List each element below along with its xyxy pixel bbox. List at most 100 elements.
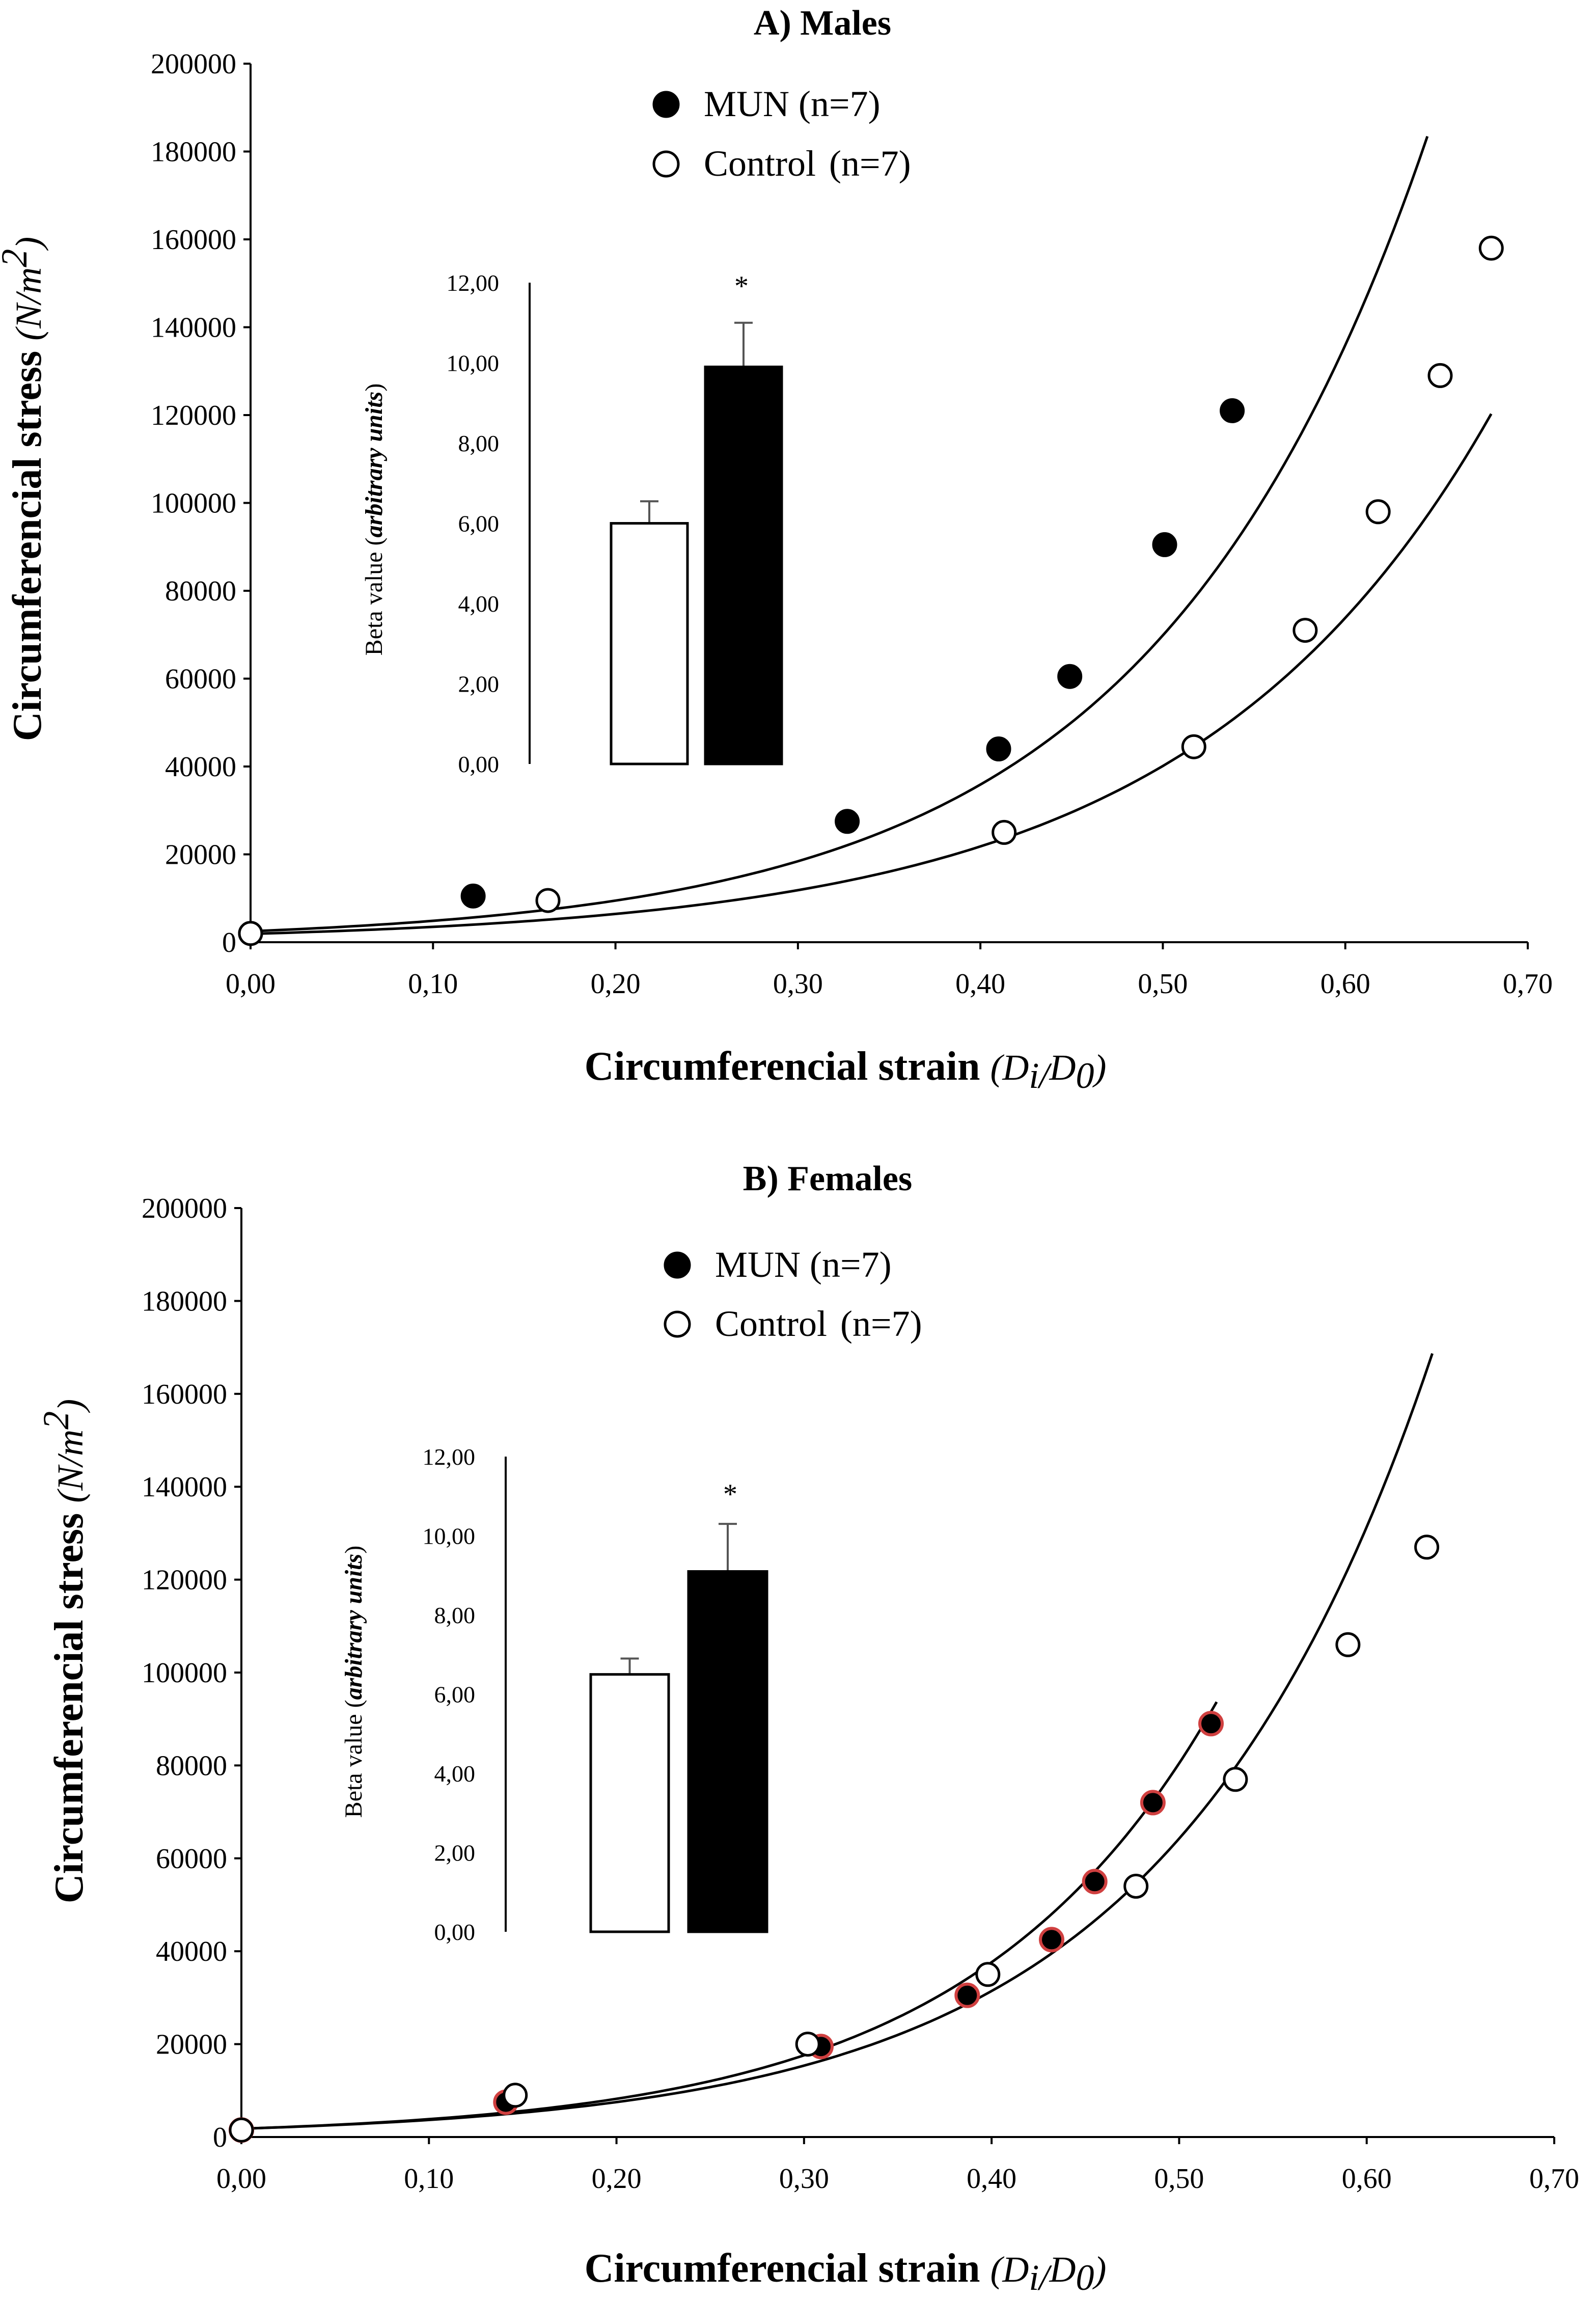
panel-b: B) Females Circumferencial stress (N/m2)…	[36, 1159, 1579, 2298]
panel-b-inset-bars: 0,00 2,00 4,00 6,00 8,00 10,00 12,00	[423, 1444, 768, 1945]
panel-a-legend-mun-label: MUN (n=7)	[704, 84, 880, 124]
y-tick-label: 80000	[156, 1750, 227, 1782]
x-tick-label: 0,70	[1503, 968, 1553, 1000]
mun-data-point	[1152, 532, 1177, 557]
x-tick-label: 0,30	[773, 968, 823, 1000]
panel-b-legend-mun-label: MUN (n=7)	[715, 1244, 892, 1285]
inset-y-tick-label: 4,00	[458, 591, 500, 617]
x-tick-label: 0,60	[1342, 2163, 1392, 2195]
inset-y-tick-label: 8,00	[434, 1602, 476, 1628]
x-tick-label: 0,40	[955, 968, 1005, 1000]
control-data-point	[992, 819, 1017, 845]
panel-b-data-points	[229, 1535, 1440, 2143]
panel-b-inset: Beta value (arbitrary units) 0,00 2,00 4,0…	[340, 1444, 768, 1945]
y-tick-label: 60000	[156, 1843, 227, 1875]
y-tick-label: 200000	[142, 1193, 227, 1224]
y-tick-label: 20000	[156, 2029, 227, 2061]
control-fit-curve	[241, 1353, 1434, 2130]
panel-b-title: B) Females	[743, 1159, 912, 1198]
control-data-point	[795, 2032, 820, 2057]
y-tick-label: 160000	[151, 224, 236, 256]
inset-bar-control	[589, 1673, 670, 1933]
panel-a-y-axis-label: Circumferencial stress (N/m2)	[0, 237, 50, 741]
x-tick-label: 0,40	[967, 2163, 1016, 2195]
y-tick-label: 100000	[151, 488, 236, 519]
x-tick-label: 0,60	[1320, 968, 1370, 1000]
control-data-point	[1223, 1767, 1248, 1792]
mun-data-point	[954, 1982, 980, 2008]
control-data-point	[535, 888, 561, 913]
y-tick-label: 140000	[142, 1471, 227, 1503]
inset-y-tick-label: 0,00	[458, 751, 500, 777]
panel-b-x-axis-label: Circumferencial strain (Di/D0)	[585, 2246, 1107, 2298]
panel-a: A) Males Circumferencial stress (N/m2) C…	[0, 4, 1553, 1096]
y-tick-label: 0	[222, 927, 236, 959]
panel-a-legend-control-marker	[652, 150, 680, 178]
inset-y-tick-label: 10,00	[423, 1523, 476, 1549]
inset-y-tick-label: 12,00	[423, 1444, 476, 1470]
inset-bar-mun	[704, 365, 783, 765]
x-tick-label: 0,30	[779, 2163, 829, 2195]
y-tick-label: 180000	[142, 1285, 227, 1317]
y-tick-label: 80000	[165, 576, 236, 607]
control-data-point	[1335, 1632, 1361, 1657]
inset-bar-mun	[687, 1570, 768, 1933]
panel-a-x-axis-label: Circumferencial strain (Di/D0)	[585, 1044, 1107, 1096]
panel-a-fit-curves	[250, 135, 1493, 936]
y-tick-label: 180000	[151, 136, 236, 168]
y-tick-label: 120000	[142, 1565, 227, 1596]
panel-a-inset: Beta value (arbitrary units) 0,00 2,00 4,0…	[361, 270, 783, 777]
mun-fit-curve	[250, 135, 1429, 933]
x-tick-label: 0,50	[1154, 2163, 1204, 2195]
y-tick-label: 140000	[151, 312, 236, 344]
control-data-point	[503, 2083, 528, 2108]
inset-y-tick-label: 6,00	[458, 511, 500, 537]
y-tick-label: 20000	[165, 839, 236, 871]
panel-a-inset-y-label: Beta value (arbitrary units)	[361, 384, 388, 656]
y-tick-label: 120000	[151, 400, 236, 431]
x-tick-label: 0,00	[226, 968, 276, 1000]
control-data-point	[1427, 363, 1453, 388]
inset-y-tick-label: 10,00	[447, 350, 500, 376]
mun-data-point	[1198, 1711, 1224, 1737]
panel-a-significance-star: *	[734, 270, 749, 302]
panel-b-axes: 0 20000 40000 60000 80000 100000 120000 140000 1…	[142, 1193, 1579, 2195]
y-tick-label: 100000	[142, 1657, 227, 1689]
y-tick-label: 40000	[165, 751, 236, 783]
control-data-point	[1123, 1874, 1149, 1899]
panel-a-legend-control-label: Control (n=7)	[704, 143, 911, 184]
x-tick-label: 0,10	[408, 968, 458, 1000]
inset-y-tick-label: 12,00	[447, 270, 500, 296]
mun-data-point	[835, 809, 860, 834]
inset-y-tick-label: 8,00	[458, 430, 500, 456]
panel-b-legend-control-marker	[664, 1310, 691, 1338]
inset-y-tick-label: 2,00	[458, 671, 500, 697]
x-tick-label: 0,10	[404, 2163, 454, 2195]
inset-y-tick-label: 2,00	[434, 1840, 476, 1866]
control-data-point	[229, 2117, 254, 2143]
y-tick-label: 60000	[165, 664, 236, 695]
panel-b-inset-y-label: Beta value (arbitrary units)	[340, 1546, 367, 1818]
panel-b-legend: MUN (n=7) Control (n=7)	[664, 1244, 922, 1344]
mun-data-point	[1220, 398, 1245, 423]
mun-data-point	[1039, 1927, 1064, 1953]
mun-data-point	[1057, 664, 1083, 689]
x-tick-label: 0,50	[1138, 968, 1188, 1000]
inset-y-tick-label: 6,00	[434, 1682, 476, 1708]
control-data-point	[1414, 1535, 1440, 1560]
y-tick-label: 0	[213, 2122, 227, 2153]
mun-data-point	[460, 883, 486, 909]
x-tick-label: 0,20	[591, 968, 641, 1000]
mun-data-point	[1140, 1790, 1166, 1816]
panel-a-inset-bars: 0,00 2,00 4,00 6,00 8,00 10,00 12,00	[447, 270, 783, 777]
panel-a-legend-mun-marker	[652, 91, 680, 118]
control-data-point	[238, 921, 263, 946]
x-tick-label: 0,20	[592, 2163, 642, 2195]
panel-a-data-points	[238, 235, 1504, 946]
x-tick-label: 0,70	[1529, 2163, 1579, 2195]
panel-b-legend-mun-marker	[664, 1251, 691, 1279]
panel-b-legend-control-label: Control (n=7)	[715, 1303, 922, 1344]
y-tick-label: 40000	[156, 1936, 227, 1967]
panel-a-title: A) Males	[754, 4, 891, 43]
control-data-point	[1181, 734, 1206, 759]
